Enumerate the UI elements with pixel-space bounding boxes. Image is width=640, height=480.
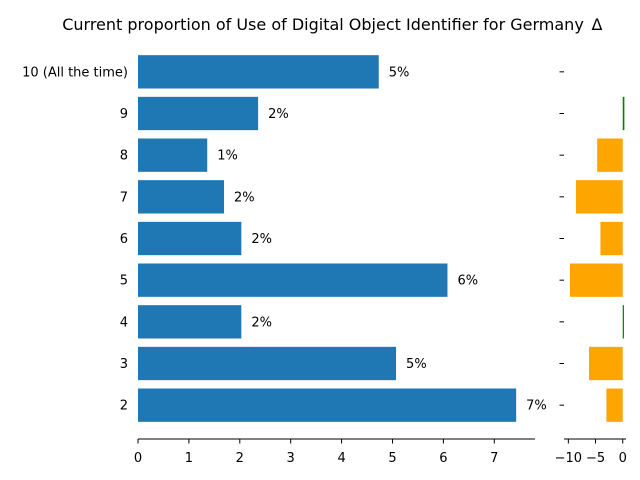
bar bbox=[138, 305, 242, 339]
main-x-tick-label: 4 bbox=[337, 451, 345, 466]
category-label: 6 bbox=[120, 232, 128, 247]
delta-x-tick-label: −10 bbox=[555, 451, 582, 466]
delta-bar bbox=[575, 180, 623, 214]
bar-value-label: 2% bbox=[234, 190, 255, 205]
bar-value-label: 1% bbox=[217, 149, 238, 164]
bar bbox=[138, 346, 397, 381]
bar-value-label: 5% bbox=[406, 357, 427, 372]
category-label: 10 (All the time) bbox=[22, 65, 128, 80]
delta-title: Δ bbox=[592, 15, 603, 34]
main-x-tick-label: 7 bbox=[490, 451, 498, 466]
main-x-tick-label: 5 bbox=[388, 451, 396, 466]
category-label: 2 bbox=[120, 399, 128, 414]
delta-x-tick-label: −5 bbox=[586, 451, 605, 466]
main-x-tick-label: 1 bbox=[185, 451, 193, 466]
delta-bar bbox=[622, 305, 624, 339]
bar bbox=[138, 96, 259, 131]
category-label: 4 bbox=[120, 315, 128, 330]
delta-bar bbox=[569, 263, 623, 297]
main-x-tick-label: 2 bbox=[236, 451, 244, 466]
category-label: 9 bbox=[120, 107, 128, 122]
category-label: 5 bbox=[120, 274, 128, 289]
category-label: 7 bbox=[120, 190, 128, 205]
bar bbox=[138, 263, 448, 297]
bar bbox=[138, 221, 242, 256]
main-x-tick-label: 6 bbox=[439, 451, 447, 466]
bar bbox=[138, 180, 225, 214]
bar-value-label: 7% bbox=[526, 399, 547, 414]
delta-bar bbox=[589, 346, 623, 381]
bar-value-label: 2% bbox=[251, 232, 272, 247]
delta-x-tick-label: 0 bbox=[619, 451, 627, 466]
bar bbox=[138, 138, 208, 172]
bar-value-label: 6% bbox=[457, 274, 478, 289]
bar bbox=[138, 388, 517, 422]
category-label: 3 bbox=[120, 357, 128, 372]
chart-title: Current proportion of Use of Digital Obj… bbox=[62, 15, 584, 34]
main-x-tick-label: 0 bbox=[134, 451, 142, 466]
delta-plot: −10 −5 0 bbox=[555, 71, 627, 466]
bar-value-label: 2% bbox=[268, 107, 289, 122]
delta-bar bbox=[622, 96, 625, 131]
delta-bar bbox=[600, 221, 623, 256]
delta-bar bbox=[606, 388, 623, 422]
bar-value-label: 5% bbox=[389, 65, 410, 80]
bar-value-label: 2% bbox=[251, 315, 272, 330]
delta-bar bbox=[597, 138, 623, 172]
main-x-tick-label: 3 bbox=[287, 451, 295, 466]
bar bbox=[138, 55, 379, 89]
main-plot: 0 1 2 3 4 5 6 7 10 (All the time) 5% 9 2% 8 1% 7 2% 6 2% 5… bbox=[22, 55, 547, 466]
category-label: 8 bbox=[120, 149, 128, 164]
